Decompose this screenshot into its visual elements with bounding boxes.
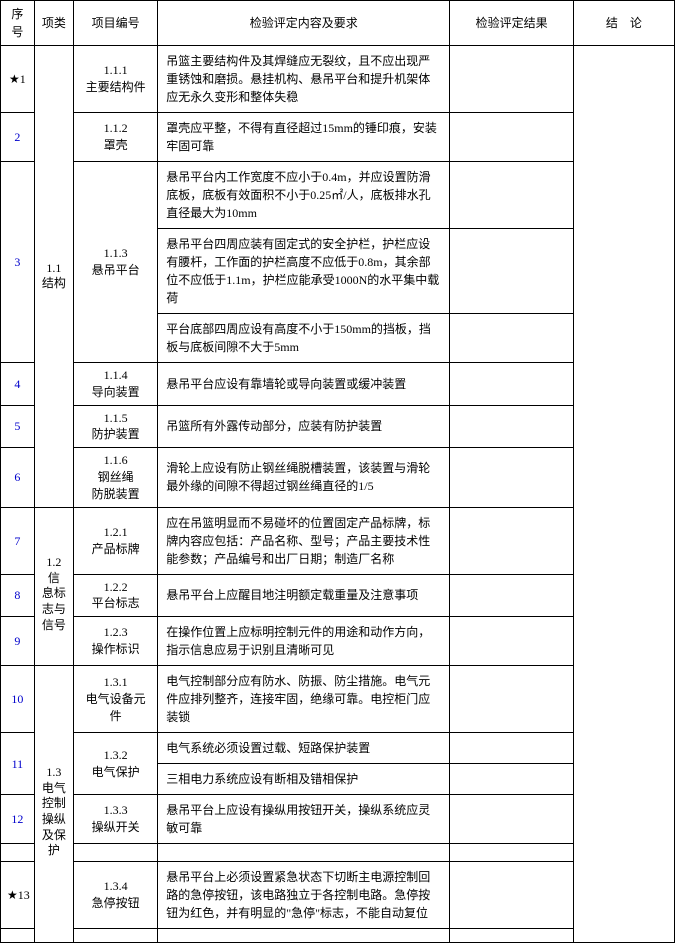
seq-cell: 6 (1, 448, 35, 507)
code-cell: 1.1.2 罩壳 (74, 113, 158, 162)
req-cell: 应在吊篮明显而不易碰坏的位置固定产品标牌，标牌内容应包括：产品名称、型号；产品主… (158, 507, 450, 574)
req-cell: 平台底部四周应设有高度不小于150mm的挡板，挡板与底板间隙不大于5mm (158, 314, 450, 363)
table-row: ★1 1.1 结构 1.1.1 主要结构件 吊篮主要结构件及其焊缝应无裂纹，且不… (1, 46, 675, 113)
empty-cell (74, 929, 158, 943)
header-concl: 结 论 (573, 1, 674, 46)
req-cell: 悬吊平台内工作宽度不应小于0.4m，并应设置防滑底板，底板有效面积不小于0.25… (158, 162, 450, 229)
seq-cell: ★1 (1, 46, 35, 113)
result-cell (450, 666, 574, 733)
req-cell: 滑轮上应设有防止钢丝绳脱槽装置，该装置与滑轮最外缘的间隙不得超过钢丝绳直径的1/… (158, 448, 450, 507)
req-cell: 电气系统必须设置过载、短路保护装置 (158, 733, 450, 764)
conclusion-cell (573, 46, 674, 943)
result-cell (450, 46, 574, 113)
empty-cell (1, 844, 35, 862)
code-cell: 1.3.2 电气保护 (74, 733, 158, 795)
req-cell: 在操作位置上应标明控制元件的用途和动作方向，指示信息应易于识别且清晰可见 (158, 617, 450, 666)
req-cell: 悬吊平台应设有靠墙轮或导向装置或缓冲装置 (158, 363, 450, 406)
req-cell: 悬吊平台上应醒目地注明额定载重量及注意事项 (158, 574, 450, 617)
seq-cell: 11 (1, 733, 35, 795)
header-seq: 序号 (1, 1, 35, 46)
req-cell: 吊篮主要结构件及其焊缝应无裂纹，且不应出现严重锈蚀和磨损。悬挂机构、悬吊平台和提… (158, 46, 450, 113)
cat-name: 结构 (42, 276, 66, 290)
result-cell (450, 929, 574, 943)
header-cat: 项类 (34, 1, 73, 46)
result-cell (450, 113, 574, 162)
result-cell (450, 363, 574, 406)
result-cell (450, 617, 574, 666)
inspection-table: 序号 项类 项目编号 检验评定内容及要求 检验评定结果 结 论 ★1 1.1 结… (0, 0, 675, 943)
result-cell (450, 844, 574, 862)
empty-cell (74, 844, 158, 862)
seq-cell: 9 (1, 617, 35, 666)
req-cell: 电气控制部分应有防水、防振、防尘措施。电气元件应排列整齐，连接牢固，绝缘可靠。电… (158, 666, 450, 733)
category-cell: 1.3电气 控制 操纵 及保 护 (34, 666, 73, 943)
code-cell: 1.1.3 悬吊平台 (74, 162, 158, 363)
req-cell: 吊篮所有外露传动部分，应装有防护装置 (158, 405, 450, 448)
code-cell: 1.3.3 操纵开关 (74, 795, 158, 844)
result-cell (450, 733, 574, 764)
req-cell: 悬吊平台四周应装有固定式的安全护栏，护栏应设有腰杆，工作面的护栏高度不应低于0.… (158, 229, 450, 314)
req-cell: 悬吊平台上应设有操纵用按钮开关，操纵系统应灵敏可靠 (158, 795, 450, 844)
seq-cell: 10 (1, 666, 35, 733)
empty-cell (158, 929, 450, 943)
seq-cell: 8 (1, 574, 35, 617)
result-cell (450, 448, 574, 507)
result-cell (450, 862, 574, 929)
result-cell (450, 229, 574, 314)
result-cell (450, 764, 574, 795)
empty-cell (158, 844, 450, 862)
cat-code: 1.1 (46, 261, 61, 275)
req-cell: 悬吊平台上必须设置紧急状态下切断主电源控制回路的急停按钮，该电路独立于各控制电路… (158, 862, 450, 929)
req-cell: 罩壳应平整，不得有直径超过15mm的锤印痕，安装牢固可靠 (158, 113, 450, 162)
seq-cell: 4 (1, 363, 35, 406)
code-cell: 1.1.4 导向装置 (74, 363, 158, 406)
code-cell: 1.1.6 钢丝绳 防脱装置 (74, 448, 158, 507)
result-cell (450, 574, 574, 617)
code-cell: 1.2.1 产品标牌 (74, 507, 158, 574)
result-cell (450, 314, 574, 363)
result-cell (450, 795, 574, 844)
result-cell (450, 405, 574, 448)
header-row: 序号 项类 项目编号 检验评定内容及要求 检验评定结果 结 论 (1, 1, 675, 46)
req-cell: 三相电力系统应设有断相及错相保护 (158, 764, 450, 795)
header-result: 检验评定结果 (450, 1, 574, 46)
result-cell (450, 507, 574, 574)
result-cell (450, 162, 574, 229)
code-cell: 1.2.2 平台标志 (74, 574, 158, 617)
code-cell: 1.3.1 电气设备元件 (74, 666, 158, 733)
seq-cell: 5 (1, 405, 35, 448)
category-cell: 1.2信息标 志与 信号 (34, 507, 73, 666)
category-cell: 1.1 结构 (34, 46, 73, 508)
seq-cell: ★13 (1, 862, 35, 929)
seq-cell: 12 (1, 795, 35, 844)
seq-cell: 2 (1, 113, 35, 162)
header-code: 项目编号 (74, 1, 158, 46)
code-cell: 1.1.5 防护装置 (74, 405, 158, 448)
seq-cell: 7 (1, 507, 35, 574)
seq-cell: 3 (1, 162, 35, 363)
code-cell: 1.1.1 主要结构件 (74, 46, 158, 113)
header-req: 检验评定内容及要求 (158, 1, 450, 46)
code-cell: 1.2.3 操作标识 (74, 617, 158, 666)
code-cell: 1.3.4 急停按钮 (74, 862, 158, 929)
empty-cell (1, 929, 35, 943)
